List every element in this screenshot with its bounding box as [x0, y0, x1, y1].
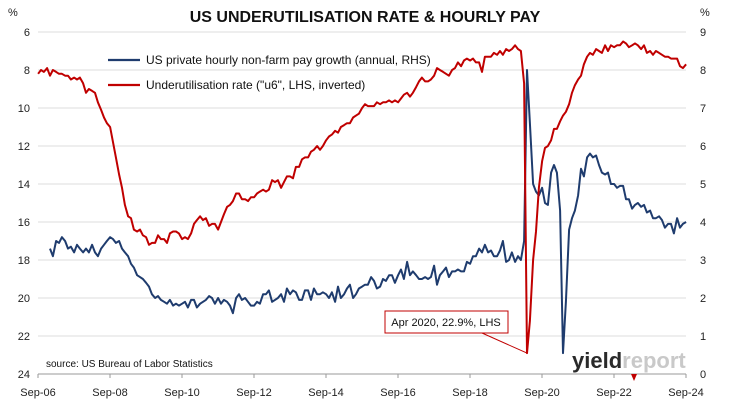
annotation-leader [481, 332, 528, 354]
logo-part1: yield [572, 348, 622, 373]
x-tick-label: Sep-20 [524, 387, 559, 399]
right-tick-label: 5 [700, 179, 706, 191]
left-tick-label: 10 [18, 103, 30, 115]
left-tick-label: 16 [18, 217, 30, 229]
series-line-pay-growth [49, 69, 687, 355]
legend-label-pay: US private hourly non-farm pay growth (a… [146, 53, 431, 67]
yieldreport-logo: yieldreport [572, 348, 686, 381]
left-tick-label: 22 [18, 331, 30, 343]
x-tick-label: Sep-08 [92, 387, 127, 399]
right-tick-label: 2 [700, 293, 706, 305]
right-tick-label: 3 [700, 255, 706, 267]
logo-pointer-icon [631, 374, 637, 381]
x-tick-label: Sep-16 [380, 387, 415, 399]
source-note: source: US Bureau of Labor Statistics [46, 359, 213, 370]
x-tick-label: Sep-24 [668, 387, 703, 399]
left-tick-label: 24 [18, 369, 30, 381]
right-axis-unit: % [700, 7, 710, 19]
annotation-text: Apr 2020, 22.9%, LHS [391, 317, 500, 329]
right-tick-label: 6 [700, 141, 706, 153]
series-line-u6 [37, 40, 687, 355]
left-axis: 6 8 10 12 14 16 18 20 22 24 [18, 27, 30, 381]
svg-text:yieldreport: yieldreport [572, 348, 686, 373]
x-tick-label: Sep-10 [164, 387, 199, 399]
left-axis-unit: % [8, 7, 18, 19]
right-tick-label: 9 [700, 27, 706, 39]
x-tick-label: Sep-12 [236, 387, 271, 399]
annotation-box [384, 310, 509, 334]
x-tick-label: Sep-22 [596, 387, 631, 399]
left-tick-label: 6 [24, 27, 30, 39]
series-layer [37, 40, 687, 355]
chart-title: US UNDERUTILISATION RATE & HOURLY PAY [190, 9, 541, 26]
right-tick-label: 1 [700, 331, 706, 343]
left-tick-label: 14 [18, 179, 30, 191]
logo-part2: report [622, 348, 686, 373]
gridlines [38, 31, 686, 337]
right-axis: 0 1 2 3 4 5 6 7 8 9 [700, 27, 706, 381]
legend: US private hourly non-farm pay growth (a… [108, 53, 431, 92]
legend-label-u6: Underutilisation rate ("u6", LHS, invert… [146, 78, 365, 92]
right-tick-label: 7 [700, 103, 706, 115]
left-tick-label: 20 [18, 293, 30, 305]
right-tick-label: 0 [700, 369, 706, 381]
annotation: Apr 2020, 22.9%, LHS [384, 310, 528, 354]
x-tick-label: Sep-06 [20, 387, 55, 399]
left-tick-label: 8 [24, 65, 30, 77]
x-tick-label: Sep-18 [452, 387, 487, 399]
left-tick-label: 18 [18, 255, 30, 267]
x-tick-label: Sep-14 [308, 387, 343, 399]
right-tick-label: 8 [700, 65, 706, 77]
x-axis: Sep-06 Sep-08 Sep-10 Sep-12 Sep-14 Sep-16 Sep-… [20, 374, 704, 399]
right-tick-label: 4 [700, 217, 706, 229]
left-tick-label: 12 [18, 141, 30, 153]
